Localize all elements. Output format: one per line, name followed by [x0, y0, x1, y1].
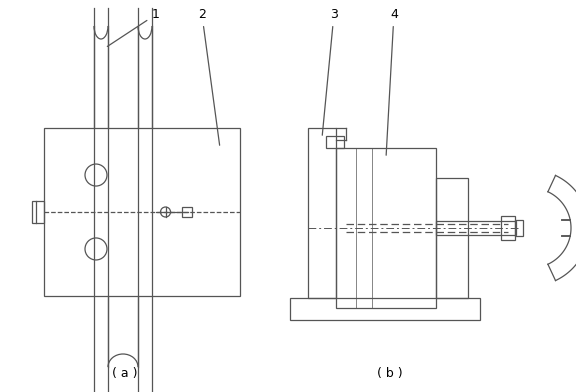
Text: 4: 4: [386, 8, 398, 155]
Bar: [181, 207, 191, 217]
Bar: [501, 216, 515, 240]
Bar: [336, 148, 436, 308]
Text: 3: 3: [322, 8, 338, 135]
Bar: [436, 178, 468, 298]
Text: 5: 5: [0, 391, 1, 392]
Text: ( a ): ( a ): [112, 367, 138, 380]
Text: 2: 2: [198, 8, 219, 145]
Bar: [326, 136, 344, 148]
Text: ( b ): ( b ): [377, 367, 403, 380]
Bar: [436, 221, 516, 235]
Bar: [32, 201, 44, 223]
Bar: [290, 298, 480, 320]
Bar: [515, 220, 523, 236]
Text: 1: 1: [107, 8, 160, 47]
Bar: [308, 128, 336, 298]
Bar: [44, 128, 240, 296]
